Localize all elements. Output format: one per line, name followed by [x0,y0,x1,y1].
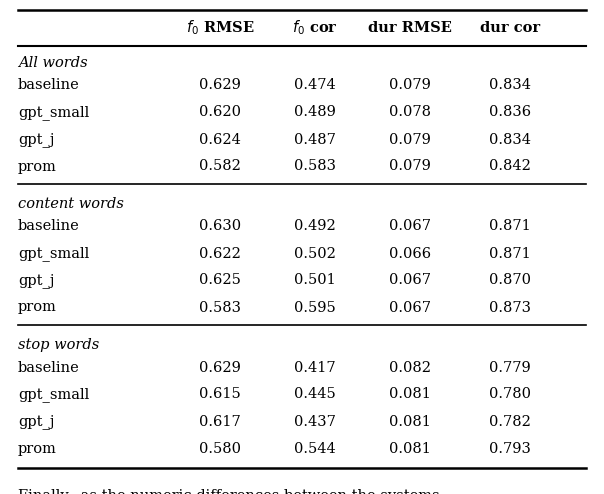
Text: gpt_small: gpt_small [18,387,89,402]
Text: 0.067: 0.067 [389,300,431,315]
Text: gpt_small: gpt_small [18,246,89,261]
Text: 0.871: 0.871 [489,219,531,234]
Text: prom: prom [18,442,57,455]
Text: 0.834: 0.834 [489,132,531,147]
Text: 0.779: 0.779 [489,361,531,374]
Text: 0.066: 0.066 [389,247,431,260]
Text: 0.617: 0.617 [199,414,241,428]
Text: 0.622: 0.622 [199,247,241,260]
Text: 0.871: 0.871 [489,247,531,260]
Text: 0.842: 0.842 [489,160,531,173]
Text: 0.489: 0.489 [294,106,336,120]
Text: 0.082: 0.082 [389,361,431,374]
Text: 0.078: 0.078 [389,106,431,120]
Text: 0.620: 0.620 [199,106,241,120]
Text: content words: content words [18,197,124,211]
Text: gpt_j: gpt_j [18,273,54,288]
Text: 0.079: 0.079 [389,132,431,147]
Text: 0.079: 0.079 [389,79,431,92]
Text: 0.445: 0.445 [294,387,336,402]
Text: gpt_j: gpt_j [18,132,54,147]
Text: 0.873: 0.873 [489,300,531,315]
Text: 0.780: 0.780 [489,387,531,402]
Text: 0.870: 0.870 [489,274,531,288]
Text: dur cor: dur cor [480,21,540,35]
Text: 0.502: 0.502 [294,247,336,260]
Text: 0.836: 0.836 [489,106,531,120]
Text: 0.417: 0.417 [294,361,336,374]
Text: 0.067: 0.067 [389,274,431,288]
Text: $f_0$ cor: $f_0$ cor [292,19,338,38]
Text: 0.624: 0.624 [199,132,241,147]
Text: 0.793: 0.793 [489,442,531,455]
Text: baseline: baseline [18,219,80,234]
Text: 0.492: 0.492 [294,219,336,234]
Text: 0.067: 0.067 [389,219,431,234]
Text: Finally,  as the numeric differences between the systems: Finally, as the numeric differences betw… [18,489,440,494]
Text: 0.595: 0.595 [294,300,336,315]
Text: 0.834: 0.834 [489,79,531,92]
Text: 0.079: 0.079 [389,160,431,173]
Text: 0.583: 0.583 [294,160,336,173]
Text: gpt_small: gpt_small [18,105,89,120]
Text: prom: prom [18,300,57,315]
Text: 0.580: 0.580 [199,442,241,455]
Text: gpt_j: gpt_j [18,414,54,429]
Text: 0.081: 0.081 [389,387,431,402]
Text: $f_0$ RMSE: $f_0$ RMSE [186,19,254,38]
Text: 0.474: 0.474 [294,79,336,92]
Text: stop words: stop words [18,338,99,352]
Text: 0.437: 0.437 [294,414,336,428]
Text: 0.501: 0.501 [294,274,336,288]
Text: 0.782: 0.782 [489,414,531,428]
Text: 0.487: 0.487 [294,132,336,147]
Text: 0.630: 0.630 [199,219,241,234]
Text: dur RMSE: dur RMSE [368,21,452,35]
Text: 0.625: 0.625 [199,274,241,288]
Text: 0.629: 0.629 [199,361,241,374]
Text: 0.081: 0.081 [389,442,431,455]
Text: baseline: baseline [18,79,80,92]
Text: 0.629: 0.629 [199,79,241,92]
Text: 0.582: 0.582 [199,160,241,173]
Text: 0.615: 0.615 [199,387,241,402]
Text: All words: All words [18,56,88,70]
Text: baseline: baseline [18,361,80,374]
Text: 0.544: 0.544 [294,442,336,455]
Text: prom: prom [18,160,57,173]
Text: 0.583: 0.583 [199,300,241,315]
Text: 0.081: 0.081 [389,414,431,428]
